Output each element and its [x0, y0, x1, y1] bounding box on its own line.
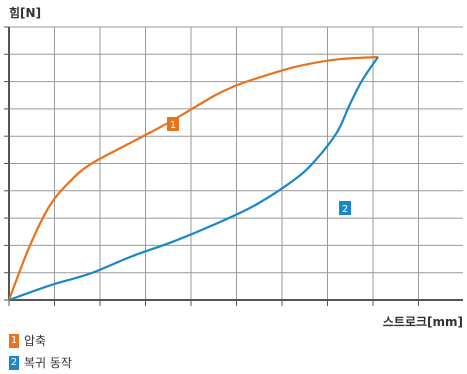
series-badges: 12 — [167, 117, 351, 215]
series-badge-box-2 — [339, 201, 351, 215]
legend-badge-2: 2 — [9, 355, 19, 370]
legend-item-return: 2 복귀 동작 — [9, 354, 72, 371]
legend-label-compression: 압축 — [24, 334, 47, 348]
axes — [4, 26, 463, 306]
x-axis-label: 스트로크[mm] — [383, 315, 463, 329]
series-badge-label-2: 2 — [342, 204, 348, 215]
legend-badge-1: 1 — [9, 333, 19, 348]
grid — [9, 26, 463, 300]
series-line-2 — [8, 56, 379, 302]
series-layer — [7, 55, 379, 302]
legend-label-return: 복귀 동작 — [24, 356, 72, 370]
series-line-1 — [7, 55, 379, 301]
legend-item-compression: 1 압축 — [9, 332, 46, 349]
y-axis-label: 힘[N] — [9, 5, 41, 20]
series-badge-label-1: 1 — [170, 120, 176, 131]
series-badge-box-1 — [167, 117, 179, 131]
